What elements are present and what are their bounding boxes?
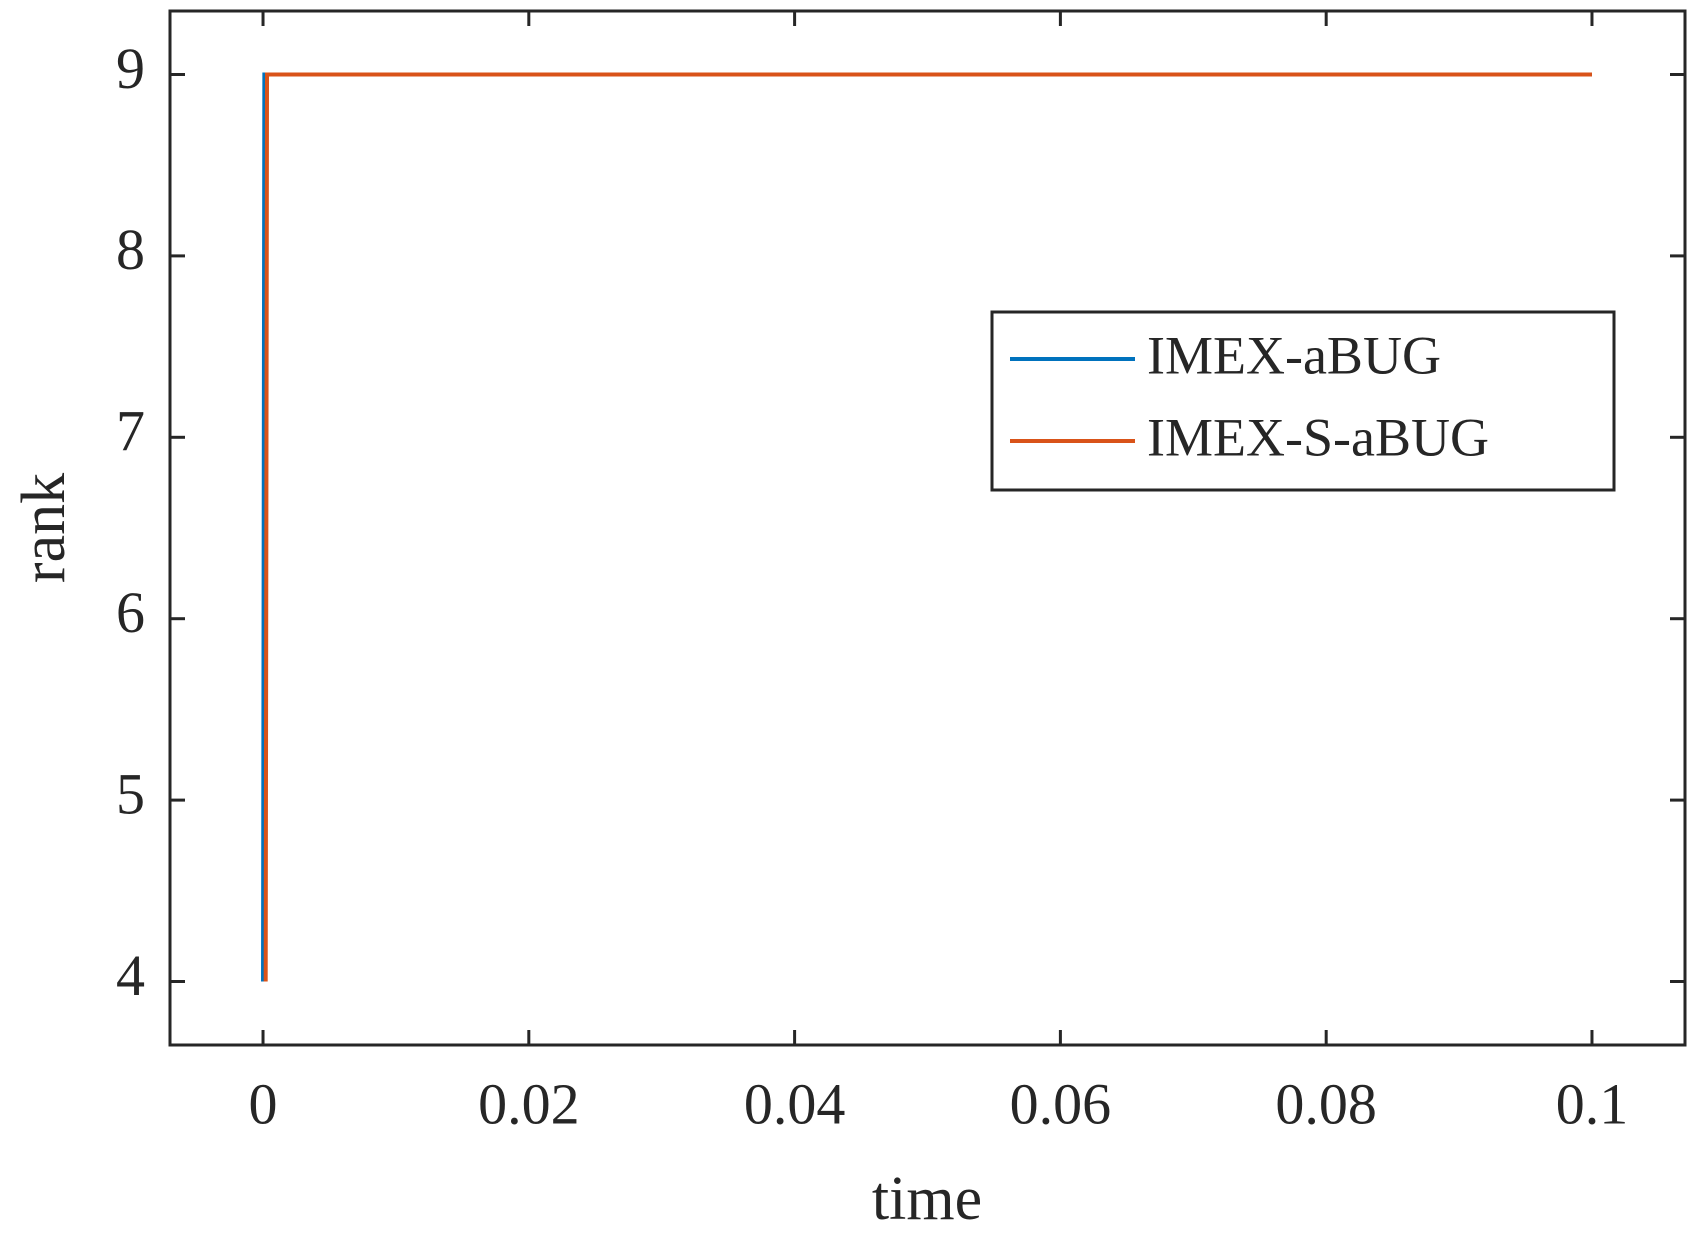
y-tick-label: 5	[116, 761, 145, 826]
series-line	[263, 72, 1592, 982]
y-tick-label: 6	[116, 580, 145, 645]
series-line	[261, 72, 1592, 982]
legend-label: IMEX-aBUG	[1147, 325, 1441, 385]
x-tick-label: 0.08	[1275, 1071, 1377, 1136]
y-axis-label: rank	[10, 473, 78, 583]
plot-frame	[168, 9, 1687, 1047]
legend-box	[990, 310, 1616, 492]
x-tick-label: 0.1	[1556, 1071, 1629, 1136]
x-tick-label: 0.04	[744, 1071, 846, 1136]
y-tick-label: 9	[116, 36, 145, 101]
y-tick-label: 8	[116, 217, 145, 282]
y-tick-label: 4	[116, 943, 145, 1008]
legend-label: IMEX-S-aBUG	[1147, 407, 1489, 467]
x-tick-label: 0.06	[1010, 1071, 1112, 1136]
x-axis-label: time	[872, 1165, 982, 1233]
x-tick-label: 0	[249, 1071, 278, 1136]
y-tick-label: 7	[116, 399, 145, 464]
x-tick-label: 0.02	[478, 1071, 580, 1136]
